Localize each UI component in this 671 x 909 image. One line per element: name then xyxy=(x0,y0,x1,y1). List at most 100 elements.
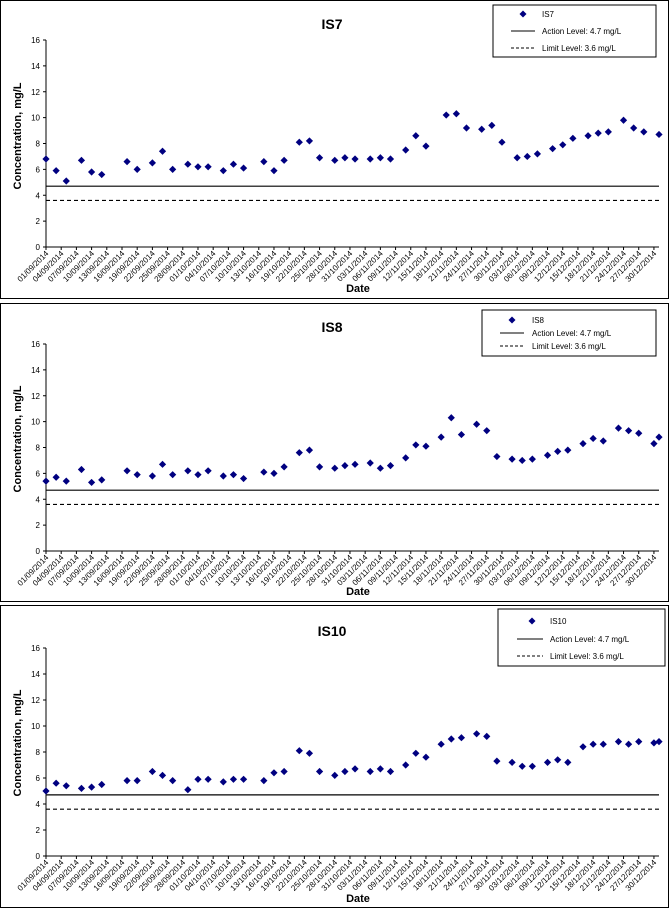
data-point xyxy=(351,460,359,468)
data-point xyxy=(77,465,86,474)
legend-series-label: IS7 xyxy=(542,10,555,19)
data-point xyxy=(655,130,663,139)
legend-action-label: Action Level: 4.7 mg/L xyxy=(542,27,622,36)
data-point xyxy=(442,111,450,119)
data-point xyxy=(158,460,167,468)
data-point xyxy=(204,163,212,171)
data-point xyxy=(52,779,60,787)
data-point xyxy=(386,155,395,163)
data-point xyxy=(619,116,628,124)
y-tick-label: 4 xyxy=(36,191,41,200)
x-axis-label: Date xyxy=(346,283,370,295)
data-point xyxy=(533,150,542,158)
data-point xyxy=(655,433,663,441)
data-point xyxy=(270,167,278,175)
data-point xyxy=(280,156,288,164)
data-point xyxy=(589,434,597,443)
data-point xyxy=(42,155,50,163)
data-point xyxy=(239,775,248,783)
data-point xyxy=(260,468,268,476)
data-point xyxy=(158,771,167,779)
data-point xyxy=(447,735,455,743)
legend: IS10 Action Level: 4.7 mg/L Limit Level:… xyxy=(497,608,666,667)
chart-panel-is10: IS10 Concentration, mg/L Date IS10 Actio… xyxy=(0,605,669,908)
data-point xyxy=(351,155,359,163)
data-point xyxy=(543,758,552,766)
data-point xyxy=(169,777,177,785)
data-point xyxy=(528,455,536,463)
legend-diamond-marker xyxy=(528,617,536,625)
data-point xyxy=(194,775,202,783)
chart-svg-is7: IS7 Concentration, mg/L Date IS7 Action … xyxy=(12,4,663,295)
data-point xyxy=(331,156,339,164)
data-point xyxy=(280,767,288,776)
y-axis-label: Concentration, mg/L xyxy=(12,82,24,189)
data-point xyxy=(447,414,455,422)
data-point xyxy=(270,769,278,777)
data-point xyxy=(604,128,612,136)
data-point xyxy=(402,761,410,769)
data-point xyxy=(579,440,587,448)
y-tick-label: 12 xyxy=(31,88,40,97)
data-point xyxy=(239,474,248,483)
data-point xyxy=(457,734,466,742)
data-point xyxy=(87,168,96,176)
legend-action-label: Action Level: 4.7 mg/L xyxy=(532,329,612,338)
data-point xyxy=(52,473,60,481)
data-point xyxy=(260,777,268,785)
y-tick-label: 4 xyxy=(36,800,41,809)
data-point xyxy=(630,124,638,132)
data-point xyxy=(640,128,648,136)
data-point xyxy=(569,134,577,142)
data-point xyxy=(341,154,349,162)
data-point xyxy=(219,778,227,786)
chart-title: IS8 xyxy=(321,319,342,335)
data-point xyxy=(478,125,486,133)
data-point xyxy=(184,160,192,168)
data-point xyxy=(77,784,86,792)
data-point xyxy=(331,771,339,779)
data-point xyxy=(341,462,349,470)
data-point xyxy=(315,767,324,776)
data-point xyxy=(625,740,633,748)
y-tick-label: 14 xyxy=(31,670,40,679)
data-point xyxy=(508,455,516,463)
data-point xyxy=(133,471,141,479)
data-point xyxy=(614,424,623,432)
data-point xyxy=(158,147,167,155)
data-point xyxy=(376,154,384,162)
y-tick-label: 10 xyxy=(31,722,40,731)
data-point xyxy=(594,129,602,137)
y-tick-label: 0 xyxy=(36,852,41,861)
data-point xyxy=(554,447,562,455)
data-point xyxy=(87,783,96,791)
data-point xyxy=(148,159,156,167)
y-tick-label: 6 xyxy=(36,774,41,783)
chart-svg-is10: IS10 Concentration, mg/L Date IS10 Actio… xyxy=(12,608,666,905)
data-point xyxy=(483,427,491,435)
data-point xyxy=(564,446,572,454)
legend: IS7 Action Level: 4.7 mg/L Limit Level: … xyxy=(492,4,657,58)
data-point xyxy=(295,138,303,146)
legend-limit-label: Limit Level: 3.6 mg/L xyxy=(532,342,606,351)
data-point xyxy=(62,782,70,790)
data-point xyxy=(219,167,227,175)
y-tick-label: 12 xyxy=(31,696,40,705)
data-point xyxy=(77,156,86,164)
data-point xyxy=(518,456,526,465)
y-tick-label: 12 xyxy=(31,392,40,401)
chart-panel-is7: IS7 Concentration, mg/L Date IS7 Action … xyxy=(0,0,669,299)
y-tick-label: 14 xyxy=(31,62,40,71)
data-point xyxy=(184,786,192,794)
y-tick-label: 0 xyxy=(36,547,41,556)
chart-title: IS10 xyxy=(318,623,347,639)
data-point xyxy=(422,753,430,761)
data-point xyxy=(589,740,597,748)
data-point xyxy=(498,138,506,146)
data-point xyxy=(184,467,192,475)
data-point xyxy=(488,121,496,129)
data-point xyxy=(219,472,227,480)
data-point xyxy=(579,743,587,751)
data-point xyxy=(625,427,633,435)
data-point xyxy=(650,739,658,747)
